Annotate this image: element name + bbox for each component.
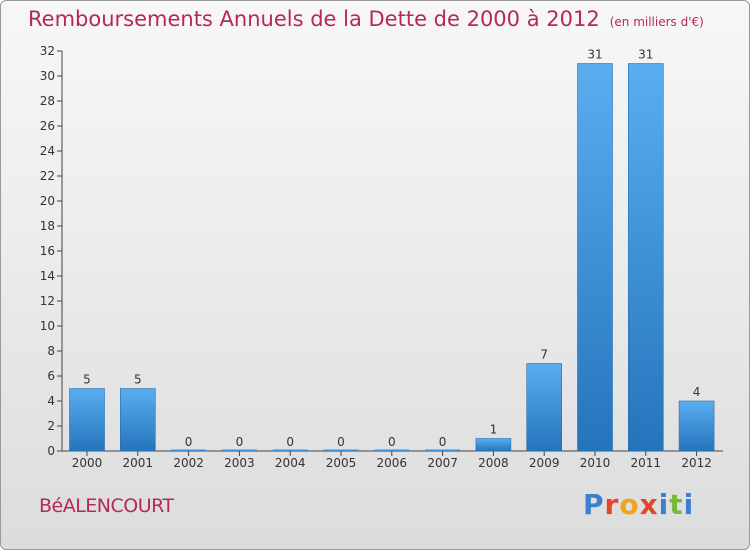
logo-letter: i [658,488,670,521]
proxiti-logo: Proxiti [583,488,694,521]
logo-letter: i [683,488,695,521]
y-tick-label: 30 [40,69,55,83]
x-tick-label-2010: 2010 [580,456,611,470]
data-label-2002: 0 [185,435,193,449]
y-tick-label: 8 [47,344,55,358]
y-tick-label: 10 [40,319,55,333]
bar-2008 [475,438,512,452]
logo-letter: r [604,488,620,521]
commune-name: BéALENCOURT [39,495,174,517]
logo-letter: P [583,488,605,521]
bar-2003 [221,449,257,451]
bar-2006 [374,449,410,451]
data-label-2000: 5 [83,373,91,387]
y-tick-label: 32 [40,44,55,58]
bar-2005 [323,449,359,451]
data-label-2008: 1 [490,423,498,437]
y-tick-label: 16 [40,244,55,258]
data-label-2011: 31 [638,48,653,62]
y-tick-label: 22 [40,169,55,183]
chart-title-text: Remboursements Annuels de la Dette de 20… [28,7,600,31]
x-tick-label-2007: 2007 [427,456,458,470]
bar-2010 [577,63,613,452]
chart-title: Remboursements Annuels de la Dette de 20… [28,7,704,31]
data-label-2010: 31 [587,48,602,62]
x-tick-label-2012: 2012 [681,456,712,470]
y-tick-label: 28 [40,94,55,108]
data-label-2007: 0 [439,435,447,449]
x-tick-label-2008: 2008 [478,456,509,470]
x-tick-label-2006: 2006 [377,456,408,470]
y-tick-label: 4 [47,394,55,408]
logo-letter: x [639,488,659,521]
data-label-2005: 0 [337,435,345,449]
bar-2000 [69,388,105,452]
y-tick-label: 18 [40,219,55,233]
y-tick-label: 14 [40,269,55,283]
bar-2012 [678,400,715,452]
y-tick-label: 20 [40,194,55,208]
data-label-2003: 0 [236,435,244,449]
data-label-2012: 4 [693,385,701,399]
x-tick-label-2011: 2011 [631,456,662,470]
bar-2009 [526,363,563,452]
logo-letter: t [669,488,684,521]
bar-2004 [272,449,308,451]
logo-letter: o [619,488,640,521]
x-tick-label-2001: 2001 [123,456,154,470]
chart-labels: 5 2000 5 2001 0 2002 0 2003 0 2004 0 2005 0 2006 0 2007… [72,48,712,471]
data-label-2009: 7 [540,348,548,362]
y-tick-label: 12 [40,294,55,308]
bar-2011 [627,63,664,452]
chart-bars [69,63,715,452]
chart-unit: (en milliers d'€) [609,15,704,29]
data-label-2004: 0 [286,435,294,449]
data-label-2001: 5 [134,373,142,387]
x-tick-label-2005: 2005 [326,456,357,470]
y-tick-label: 2 [47,419,55,433]
x-tick-label-2002: 2002 [173,456,204,470]
x-tick-label-2004: 2004 [275,456,306,470]
y-tick-label: 24 [40,144,55,158]
bar-2001 [120,388,156,452]
y-tick-label: 26 [40,119,55,133]
y-tick-label: 0 [47,444,55,458]
y-tick-label: 6 [47,369,55,383]
bar-2007 [425,449,461,451]
x-tick-label-2009: 2009 [529,456,560,470]
bar-2002 [171,449,207,451]
x-tick-label-2000: 2000 [72,456,103,470]
data-label-2006: 0 [388,435,396,449]
x-tick-label-2003: 2003 [224,456,255,470]
